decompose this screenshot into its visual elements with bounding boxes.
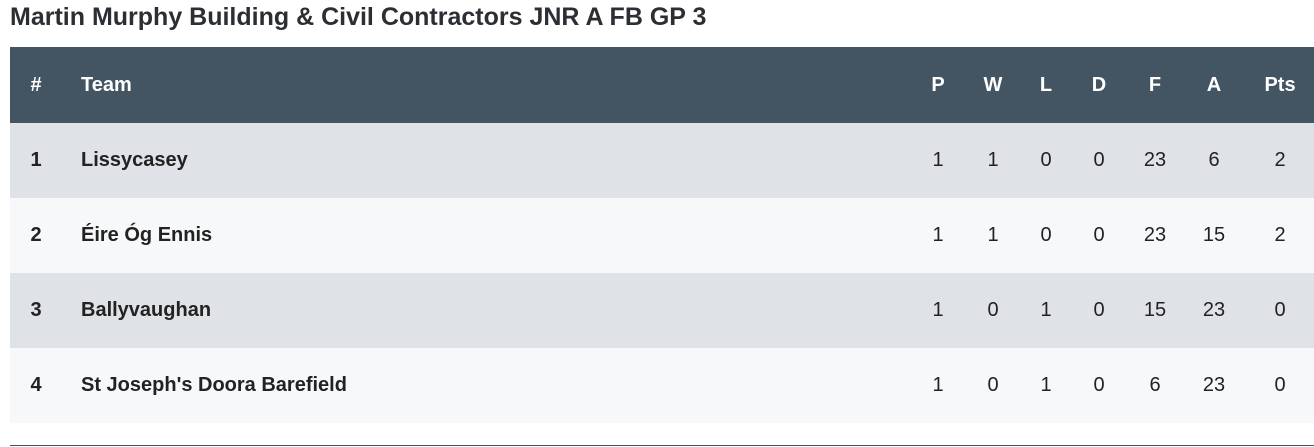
- table-row: 3 Ballyvaughan 1 0 1 0 15 23 0: [10, 273, 1314, 348]
- table-row: 4 St Joseph's Doora Barefield 1 0 1 0 6 23 0: [10, 348, 1314, 423]
- column-header: A: [1206, 73, 1222, 96]
- column-header: #: [30, 73, 42, 96]
- stat-cell: 0: [1093, 374, 1105, 396]
- stat-cell: 1: [987, 224, 999, 246]
- column-header: Team: [81, 73, 132, 96]
- stat-cell: 0: [1093, 149, 1105, 171]
- stat-cell: 6: [1208, 149, 1220, 171]
- team-name: St Joseph's Doora Barefield: [81, 374, 347, 396]
- position: 1: [30, 149, 42, 171]
- stat-cell: 15: [1143, 299, 1167, 321]
- stat-cell: 1: [1040, 299, 1052, 321]
- stat-cell: 23: [1143, 149, 1167, 171]
- column-header: F: [1148, 73, 1162, 96]
- table-row: 1 Lissycasey 1 1 0 0 23 6 2: [10, 123, 1314, 198]
- stat-cell: 15: [1202, 224, 1226, 246]
- table-row: 2 Éire Óg Ennis 1 1 0 0 23 15 2: [10, 198, 1314, 273]
- team-name: Ballyvaughan: [81, 299, 212, 321]
- stat-cell: 0: [1040, 224, 1052, 246]
- page-title: Martin Murphy Building & Civil Contracto…: [10, 3, 707, 31]
- column-header: W: [983, 73, 1003, 96]
- column-header: D: [1091, 73, 1107, 96]
- stat-cell: 1: [987, 149, 999, 171]
- position: 2: [30, 224, 42, 246]
- standings-table: # Team P W L D F A Pts 1 Lissycasey 1 1 0 0 23 6 2 2 Éire Ó…: [10, 47, 1314, 446]
- stat-cell: 1: [932, 299, 944, 321]
- stat-cell: 23: [1202, 374, 1226, 396]
- position: 3: [30, 299, 42, 321]
- stat-cell: 1: [932, 149, 944, 171]
- stat-cell: 1: [1040, 374, 1052, 396]
- team-name: Lissycasey: [81, 149, 188, 171]
- stat-cell: 1: [932, 224, 944, 246]
- stat-cell: 0: [987, 299, 999, 321]
- stat-cell: 6: [1149, 374, 1161, 396]
- team-name: Éire Óg Ennis: [81, 224, 213, 246]
- stat-cell: 2: [1274, 224, 1286, 246]
- stat-cell: 0: [1274, 374, 1286, 396]
- position: 4: [30, 374, 42, 396]
- stat-cell: 0: [1093, 224, 1105, 246]
- stat-cell: 2: [1274, 149, 1286, 171]
- header-row: # Team P W L D F A Pts: [10, 47, 1314, 123]
- stat-cell: 0: [1040, 149, 1052, 171]
- column-header: Pts: [1264, 73, 1296, 96]
- column-header: P: [931, 73, 945, 96]
- stat-cell: 23: [1143, 224, 1167, 246]
- column-header: L: [1039, 73, 1053, 96]
- stat-cell: 0: [987, 374, 999, 396]
- stat-cell: 23: [1202, 299, 1226, 321]
- stat-cell: 1: [932, 374, 944, 396]
- stat-cell: 0: [1274, 299, 1286, 321]
- stat-cell: 0: [1093, 299, 1105, 321]
